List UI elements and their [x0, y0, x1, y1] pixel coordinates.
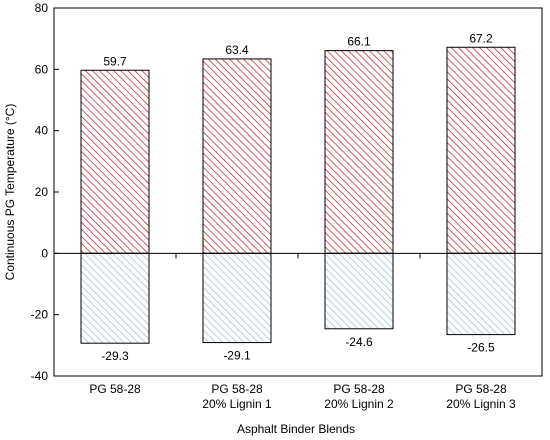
high-temp-bar-1	[202, 58, 272, 254]
low-temp-bar-0	[80, 252, 150, 344]
high-temp-label-2: 66.1	[347, 35, 371, 49]
low-temp-label-3: -26.5	[467, 341, 495, 355]
high-temp-label-3: 67.2	[469, 31, 493, 45]
category-label-3-1: 20% Lignin 3	[446, 397, 516, 411]
category-label-2-0: PG 58-28	[333, 382, 385, 396]
y-tick-label-0: -40	[31, 369, 49, 383]
y-tick-label-2: 0	[41, 246, 48, 260]
category-label-0-0: PG 58-28	[89, 382, 141, 396]
y-tick-label-4: 40	[35, 124, 49, 138]
low-temp-label-0: -29.3	[101, 349, 129, 363]
category-label-3-0: PG 58-28	[455, 382, 507, 396]
category-label-1-0: PG 58-28	[211, 382, 263, 396]
low-temp-label-1: -29.1	[223, 349, 251, 363]
y-tick-label-3: 20	[35, 185, 49, 199]
y-axis-title: Continuous PG Temperature (°C)	[3, 104, 17, 281]
x-axis-title: Asphalt Binder Blends	[237, 422, 355, 436]
y-tick-label-1: -20	[31, 308, 49, 322]
low-temp-bar-1	[202, 252, 272, 344]
y-tick-label-6: 80	[35, 1, 49, 15]
y-tick-label-5: 60	[35, 62, 49, 76]
high-temp-bar-2	[324, 50, 394, 254]
low-temp-bar-2	[324, 252, 394, 330]
high-temp-bar-3	[446, 46, 516, 254]
category-label-1-1: 20% Lignin 1	[202, 397, 272, 411]
high-temp-label-0: 59.7	[103, 54, 127, 68]
low-temp-label-2: -24.6	[345, 335, 373, 349]
high-temp-label-1: 63.4	[225, 43, 249, 57]
low-temp-bar-3	[446, 252, 516, 336]
category-label-2-1: 20% Lignin 2	[324, 397, 394, 411]
high-temp-bar-0	[80, 69, 150, 254]
